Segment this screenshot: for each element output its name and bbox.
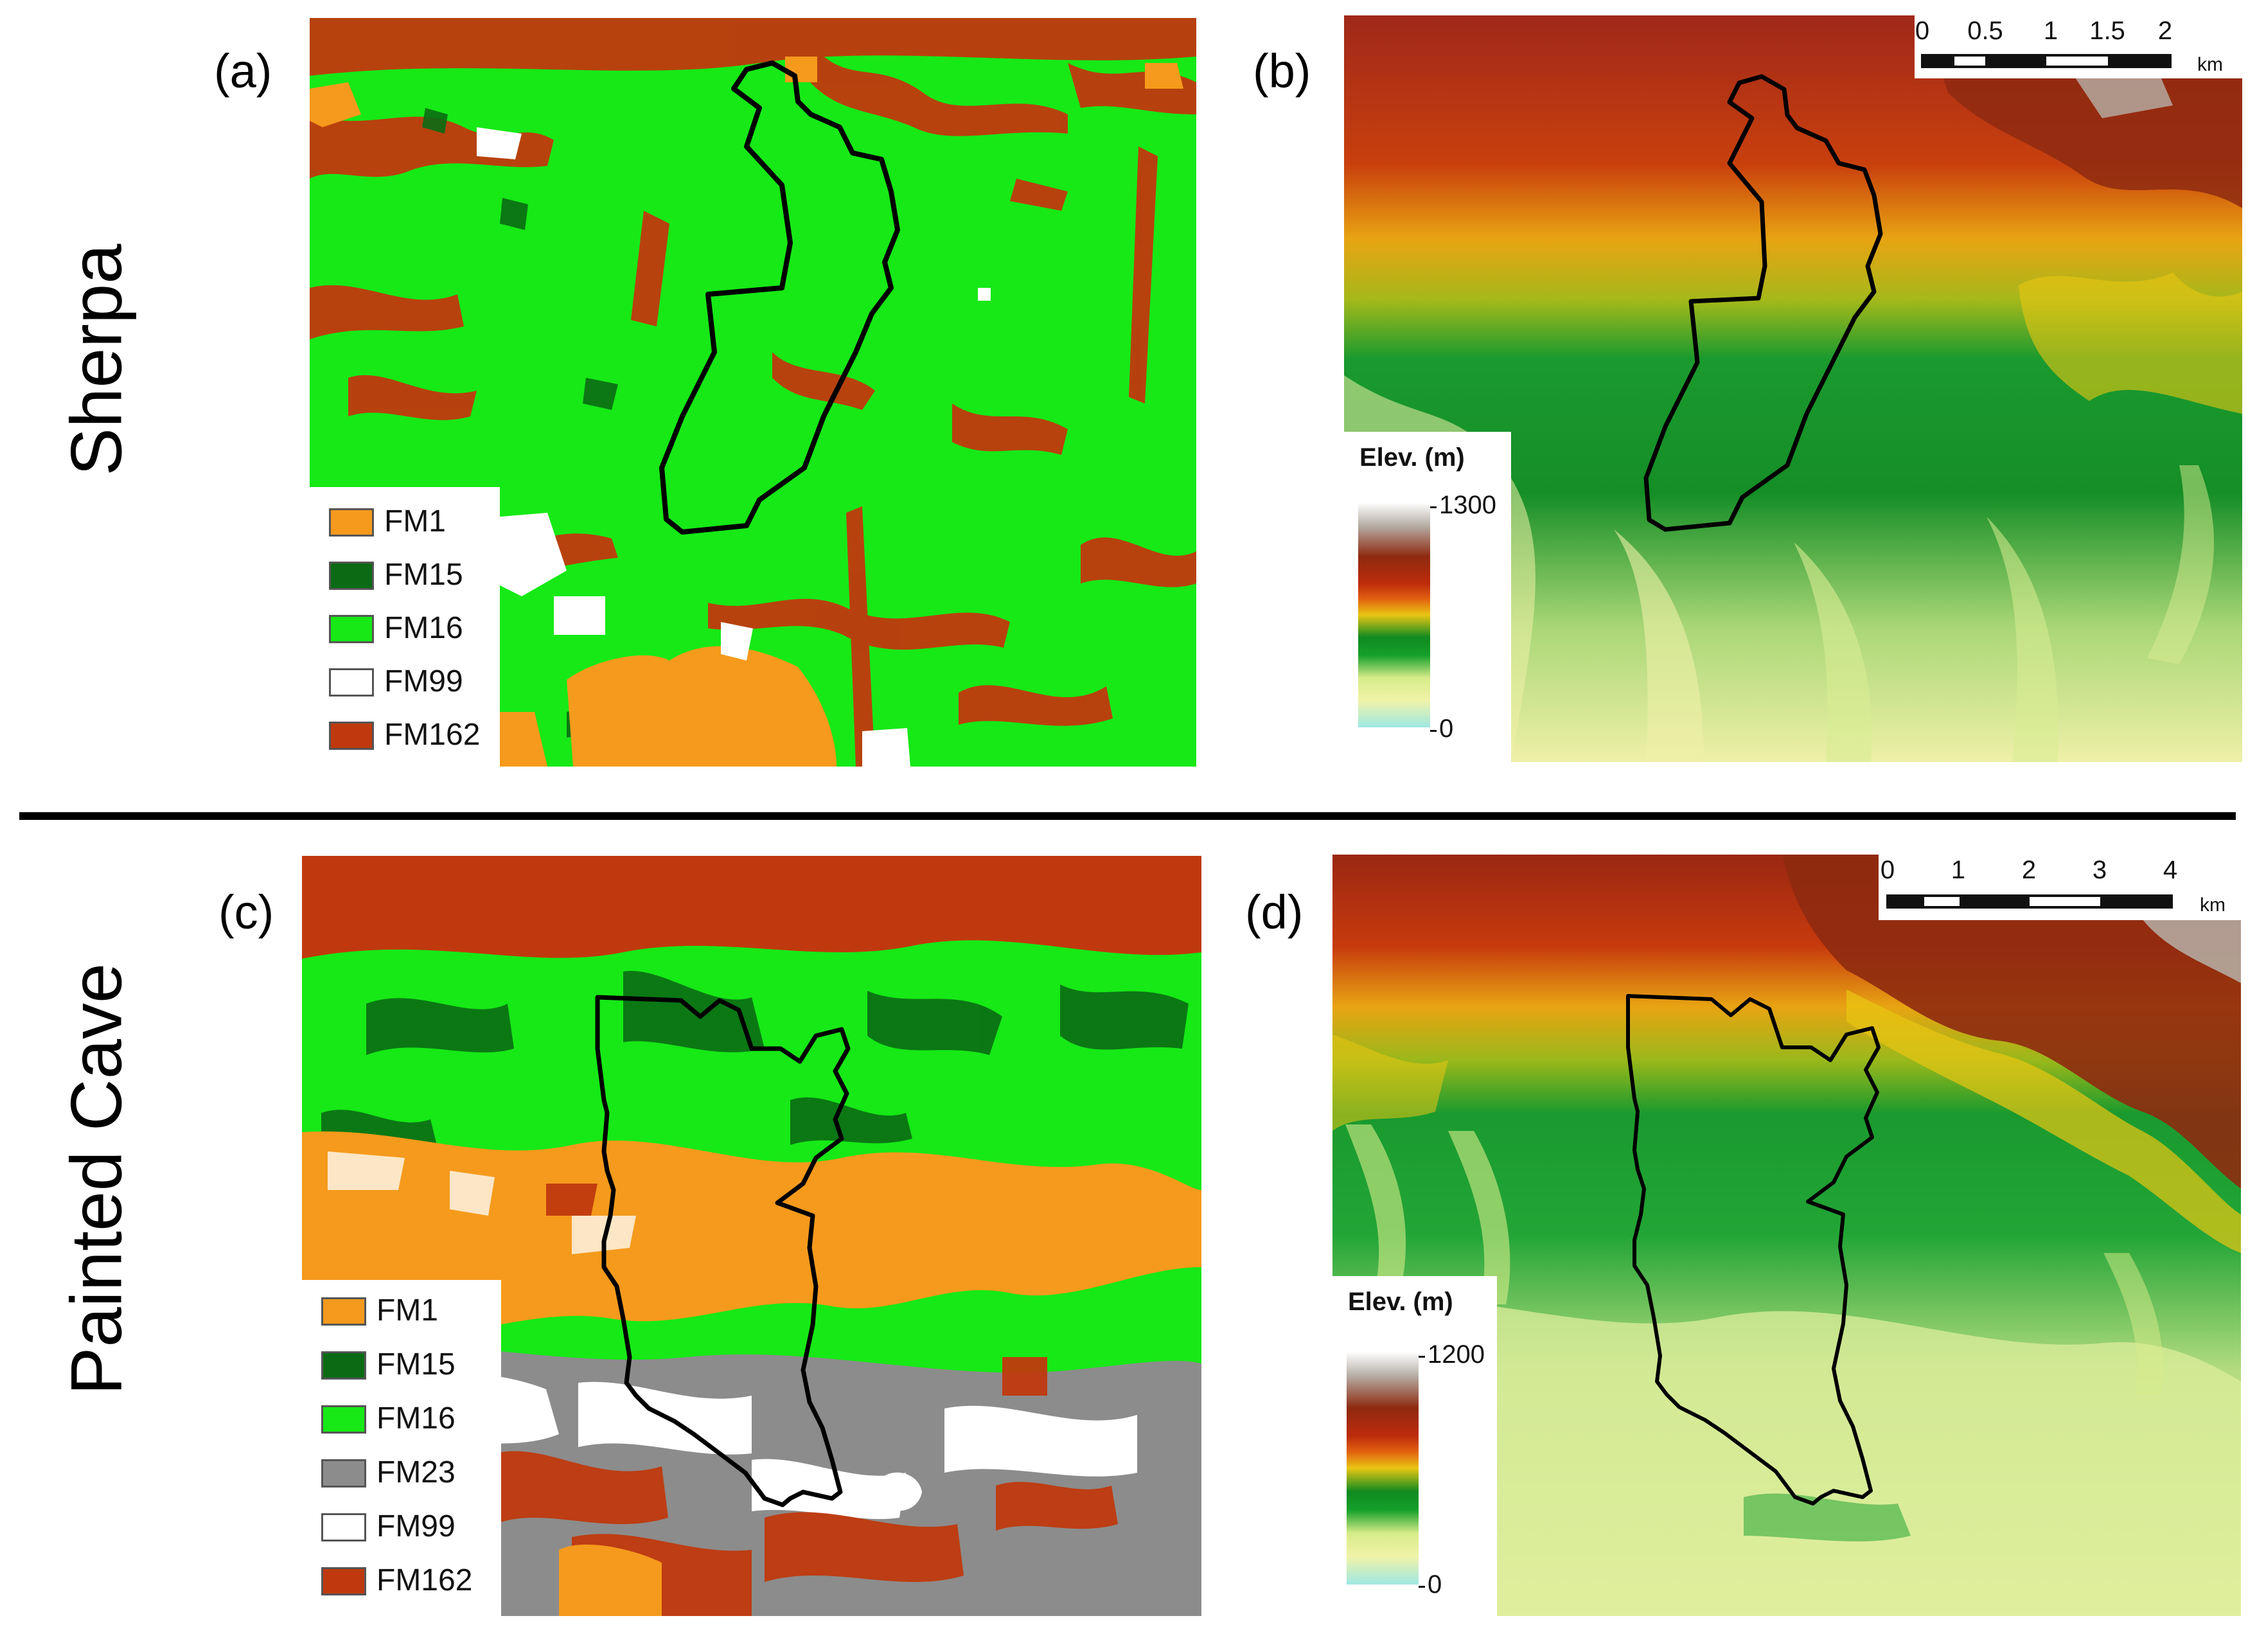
fire-perimeter-painted-cave (595, 995, 851, 1507)
fire-perimeter-sherpa (659, 60, 900, 535)
elevation-color-ramp (1347, 1352, 1419, 1585)
elevation-legend-min: 0 (1418, 1570, 1442, 1599)
scale-label: 2 (2021, 856, 2037, 884)
panel-label-c: (c) (218, 885, 274, 939)
legend-swatch (329, 668, 374, 697)
scale-label: 3 (2092, 856, 2107, 884)
elevation-legend-title: Elev. (m) (1359, 443, 1465, 472)
legend-swatch (329, 508, 374, 537)
scale-bar-graphic (1921, 54, 2172, 68)
legend-swatch (321, 1297, 366, 1326)
scale-label: 0.5 (1967, 17, 2003, 45)
panel-label-d: (d) (1245, 885, 1304, 939)
elevation-color-ramp (1358, 502, 1430, 727)
scale-label: 0 (1880, 856, 1895, 884)
fire-perimeter-painted-cave-elevation (1626, 994, 1881, 1505)
elevation-legend-max: 1200 (1419, 1340, 1485, 1369)
legend-swatch (321, 1459, 366, 1488)
legend-swatch (321, 1405, 366, 1434)
panel-label-b: (b) (1253, 44, 1311, 98)
legend-swatch (321, 1351, 366, 1380)
legend-swatch (329, 562, 374, 590)
elevation-legend-sherpa: Elev. (m) 1300 0 (1344, 432, 1511, 762)
scale-unit: km (2197, 54, 2223, 75)
legend-swatch (321, 1567, 366, 1595)
scale-bar-painted-cave: 0 1 2 3 4 km (1879, 855, 2241, 920)
scale-label: 1 (2043, 17, 2058, 45)
legend-swatch (329, 722, 374, 750)
elevation-legend-max: 1300 (1430, 491, 1496, 519)
row-title-sherpa: Sherpa (56, 244, 137, 476)
fuel-legend-painted-cave: FM1 FM15 FM16 FM23 FM99 FM162 (302, 1280, 501, 1616)
scale-label: 4 (2163, 856, 2178, 884)
row-divider (19, 812, 2236, 820)
scale-unit: km (2200, 894, 2226, 916)
elevation-legend-min: 0 (1429, 715, 1454, 743)
legend-swatch (329, 615, 374, 643)
scale-label: 1.5 (2089, 17, 2125, 45)
scale-label: 0 (1915, 17, 1930, 45)
scale-bar-sherpa: 0 0.5 1 1.5 2 km (1915, 15, 2242, 78)
scale-bar-graphic (1886, 894, 2173, 909)
fuel-legend-sherpa: FM1 FM15 FM16 FM99 FM162 (310, 487, 500, 767)
scale-label: 2 (2157, 17, 2173, 45)
row-title-painted-cave: Painted Cave (56, 963, 137, 1396)
panel-label-a: (a) (214, 44, 272, 98)
fire-perimeter-sherpa-elevation (1643, 74, 1883, 532)
scale-label: 1 (1951, 856, 1966, 884)
elevation-legend-title: Elev. (m) (1348, 1288, 1453, 1316)
elevation-legend-painted-cave: Elev. (m) 1200 0 (1332, 1276, 1497, 1616)
legend-swatch (321, 1513, 366, 1541)
